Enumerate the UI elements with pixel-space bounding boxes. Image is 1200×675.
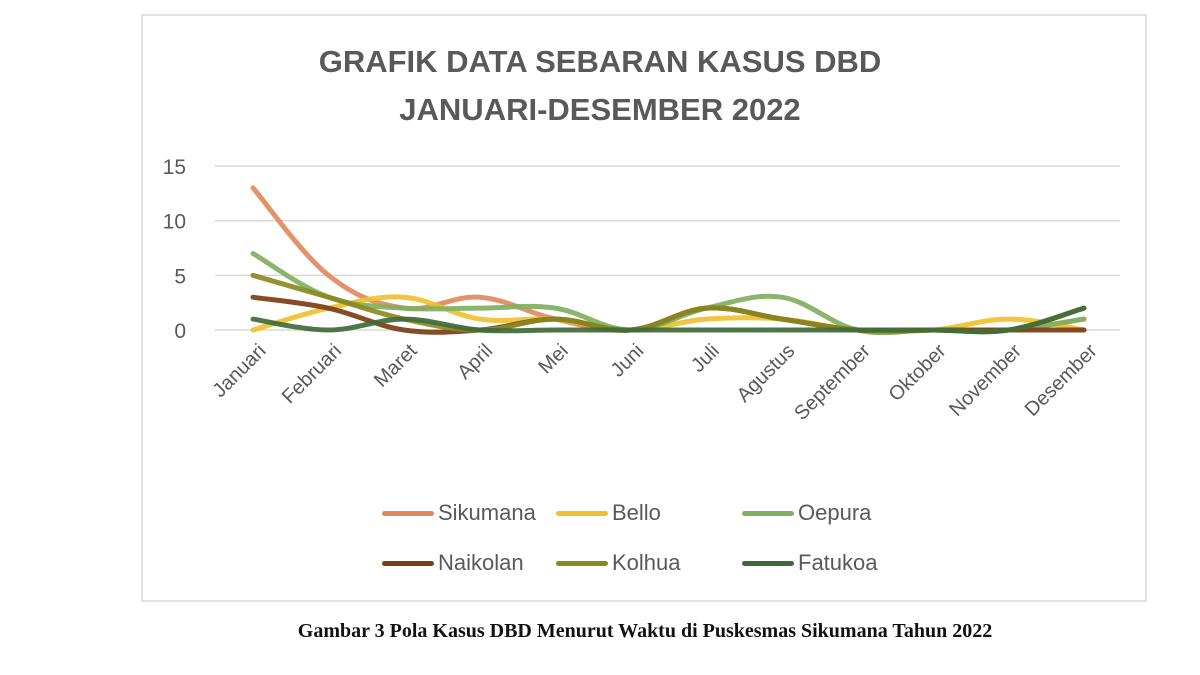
x-tick-label: Juni xyxy=(607,340,649,382)
series-line-sikumana xyxy=(250,185,1087,334)
chart-frame xyxy=(141,14,1147,602)
legend-item-oepura: Oepura xyxy=(742,498,871,528)
x-tick-label: September xyxy=(790,340,875,425)
legend-line-icon xyxy=(382,560,434,566)
y-tick-label: 5 xyxy=(174,265,186,288)
x-tick-label: Oktober xyxy=(885,340,951,406)
legend-item-naikolan: Naikolan xyxy=(382,548,524,578)
legend-line-icon xyxy=(382,510,434,516)
x-tick-label: Januari xyxy=(209,340,271,402)
x-tick-label: Mei xyxy=(534,340,572,378)
legend-line-icon xyxy=(742,510,794,516)
legend-item-kolhua: Kolhua xyxy=(556,548,681,578)
x-tick-label: Agustus xyxy=(733,340,800,407)
x-tick-label: Juli xyxy=(687,340,724,377)
y-axis-ticks: 0 5 10 15 xyxy=(163,156,186,343)
x-tick-label: Maret xyxy=(370,340,422,392)
y-tick-label: 0 xyxy=(174,320,186,343)
legend-item-fatukoa: Fatukoa xyxy=(742,548,878,578)
legend-line-icon xyxy=(556,560,608,566)
x-tick-label: April xyxy=(453,340,497,384)
y-tick-label: 15 xyxy=(163,156,186,179)
chart-title: GRAFIK DATA SEBARAN KASUS DBD xyxy=(318,44,882,79)
chart-subtitle: JANUARI-DESEMBER 2022 xyxy=(399,92,801,127)
legend-line-icon xyxy=(556,510,608,516)
y-tick-label: 10 xyxy=(163,211,186,234)
figure-caption: Gambar 3 Pola Kasus DBD Menurut Waktu di… xyxy=(297,620,993,642)
legend-item-bello: Bello xyxy=(556,498,661,528)
legend-item-sikumana: Sikumana xyxy=(382,498,536,528)
series-lines xyxy=(250,185,1087,336)
x-axis-ticks: Januari Februari Maret April Mei Juni Juli Agus… xyxy=(209,340,1102,425)
series-line-fatukoa xyxy=(250,305,1087,335)
legend-line-icon xyxy=(742,560,794,566)
x-tick-label: Desember xyxy=(1021,340,1102,421)
x-tick-label: Februari xyxy=(278,340,346,408)
x-tick-label: November xyxy=(945,340,1026,421)
